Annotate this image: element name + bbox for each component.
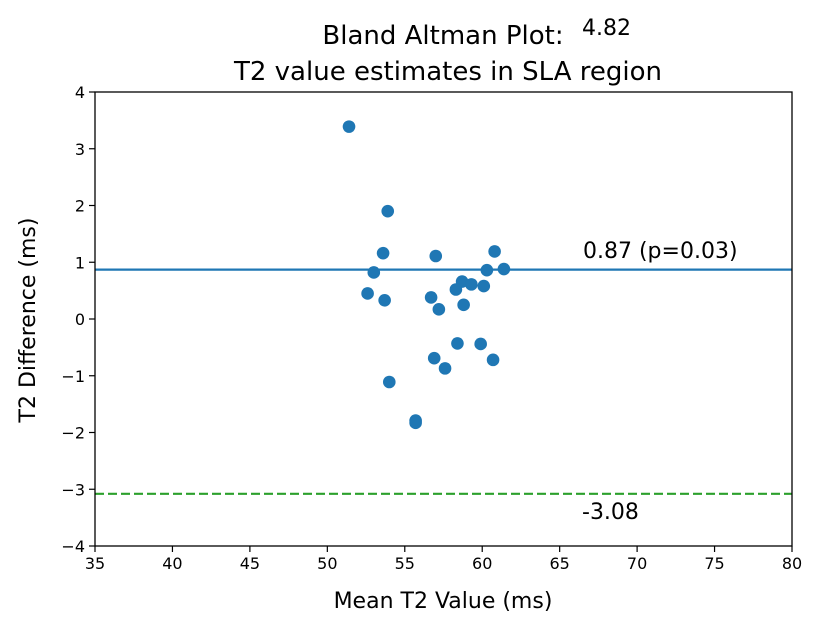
y-tick-label-1: 1 — [75, 253, 85, 272]
data-point-23 — [382, 375, 396, 389]
data-point-12 — [449, 283, 463, 296]
data-point-19 — [474, 337, 487, 351]
data-point-16 — [457, 298, 470, 312]
data-point-4 — [429, 249, 443, 263]
data-point-21 — [486, 353, 500, 367]
x-tick-label-65: 65 — [549, 554, 569, 573]
y-tick-label--1: −1 — [61, 367, 85, 386]
chart-title-line-1: Bland Altman Plot: — [322, 21, 563, 51]
data-point-1 — [342, 120, 356, 133]
data-point-3 — [376, 246, 390, 260]
data-point-7 — [480, 263, 494, 277]
chart-title-line-2: T2 value estimates in SLA region — [233, 57, 662, 87]
x-tick-label-45: 45 — [240, 554, 260, 573]
plot-frame — [94, 91, 793, 547]
x-tick-label-35: 35 — [85, 554, 105, 573]
data-point-22 — [438, 362, 452, 375]
data-point-5 — [488, 245, 501, 258]
data-point-14 — [424, 291, 438, 304]
data-point-10 — [465, 278, 478, 291]
y-tick-label-3: 3 — [75, 140, 85, 159]
x-axis-label: Mean T2 Value (ms) — [334, 589, 553, 614]
upper-limit-label: 4.82 — [582, 16, 631, 41]
lower-limit-label: -3.08 — [582, 500, 639, 525]
x-tick-label-55: 55 — [395, 554, 415, 573]
data-point-2 — [381, 204, 395, 218]
mean-difference-label: 0.87 (p=0.03) — [583, 239, 738, 264]
y-axis-label: T2 Difference (ms) — [16, 218, 41, 424]
x-tick-label-70: 70 — [627, 554, 647, 573]
y-tick-label-4: 4 — [75, 83, 85, 102]
data-point-25 — [409, 416, 422, 430]
y-tick-label-0: 0 — [75, 310, 85, 329]
y-tick-label-2: 2 — [75, 197, 85, 216]
data-point-18 — [451, 337, 464, 350]
data-point-11 — [477, 279, 491, 293]
plot-area: 35 40 45 50 55 60 65 70 75 80 −4 −3 −2 −1 0 1 2 3 4 — [61, 83, 802, 573]
x-tick-label-50: 50 — [317, 554, 337, 573]
y-tick-label--2: −2 — [61, 424, 85, 443]
data-point-20 — [427, 351, 441, 365]
x-tick-label-75: 75 — [704, 554, 724, 573]
x-tick-label-60: 60 — [472, 554, 492, 573]
x-tick-label-80: 80 — [782, 554, 802, 573]
y-tick-label--3: −3 — [61, 480, 85, 499]
y-tick-label--4: −4 — [61, 537, 85, 556]
data-point-13 — [361, 287, 374, 300]
data-point-8 — [497, 262, 511, 276]
data-point-17 — [432, 303, 446, 316]
data-point-15 — [378, 293, 391, 307]
x-tick-label-40: 40 — [162, 554, 182, 573]
data-point-6 — [367, 266, 381, 279]
